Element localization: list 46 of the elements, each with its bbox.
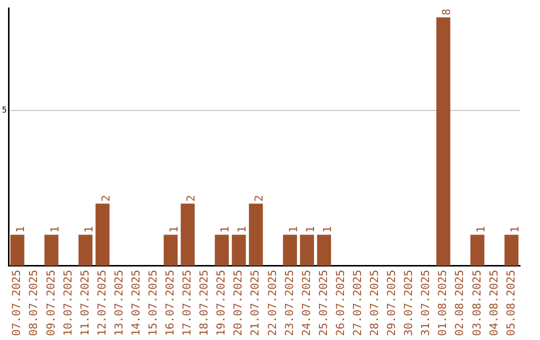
x-tick-label: 29.07.2025 — [385, 270, 398, 336]
x-tick-label: 02.08.2025 — [453, 270, 466, 336]
data-label: 1 — [286, 226, 300, 233]
x-tick-label: 30.07.2025 — [402, 270, 416, 336]
x-tick-label: 12.07.2025 — [95, 270, 108, 336]
x-tick-label: 13.07.2025 — [112, 270, 126, 336]
x-tick-label: 22.07.2025 — [266, 270, 279, 336]
x-tick-label: 04.08.2025 — [487, 270, 500, 336]
x-tick-label: 26.07.2025 — [334, 270, 347, 336]
x-tick-label: 14.07.2025 — [129, 270, 142, 336]
x-tick-label: 28.07.2025 — [368, 270, 382, 336]
y-tick-label: 5 — [2, 106, 7, 115]
x-tick-label: 18.07.2025 — [198, 270, 211, 336]
data-label: 2 — [99, 195, 112, 202]
x-tick-label: 27.07.2025 — [350, 270, 364, 336]
data-label: 8 — [440, 8, 454, 16]
data-label: 2 — [252, 195, 266, 202]
data-label: 1 — [236, 226, 249, 233]
x-tick-label: 20.07.2025 — [232, 270, 245, 336]
x-tick-label: 05.08.2025 — [504, 270, 518, 336]
data-label: 1 — [320, 226, 334, 233]
x-tick-label: 25.07.2025 — [316, 270, 330, 336]
x-tick-label: 07.07.2025 — [10, 270, 24, 336]
x-tick-label: 01.08.2025 — [436, 270, 450, 336]
data-label: 1 — [168, 226, 181, 233]
x-tick-label: 19.07.2025 — [214, 270, 228, 336]
x-tick-label: 15.07.2025 — [146, 270, 160, 336]
data-label: 1 — [82, 226, 96, 233]
data-label: 1 — [48, 226, 62, 233]
data-label: 1 — [14, 226, 28, 233]
x-tick-label: 10.07.2025 — [61, 270, 74, 336]
x-tick-label: 24.07.2025 — [300, 270, 313, 336]
x-tick-label: 31.07.2025 — [419, 270, 432, 336]
x-tick-label: 16.07.2025 — [164, 270, 177, 336]
data-label: 1 — [218, 226, 232, 233]
x-tick-label: 11.07.2025 — [78, 270, 92, 336]
data-label: 1 — [474, 226, 488, 233]
data-label: 1 — [508, 226, 522, 233]
x-tick-label: 09.07.2025 — [44, 270, 58, 336]
data-label: 1 — [304, 226, 317, 233]
data-label: 2 — [184, 195, 198, 202]
x-tick-label: 08.07.2025 — [27, 270, 40, 336]
x-tick-label: 17.07.2025 — [180, 270, 194, 336]
x-tick-label: 23.07.2025 — [282, 270, 296, 336]
x-tick-label: 03.08.2025 — [470, 270, 484, 336]
x-tick-label: 21.07.2025 — [248, 270, 262, 336]
